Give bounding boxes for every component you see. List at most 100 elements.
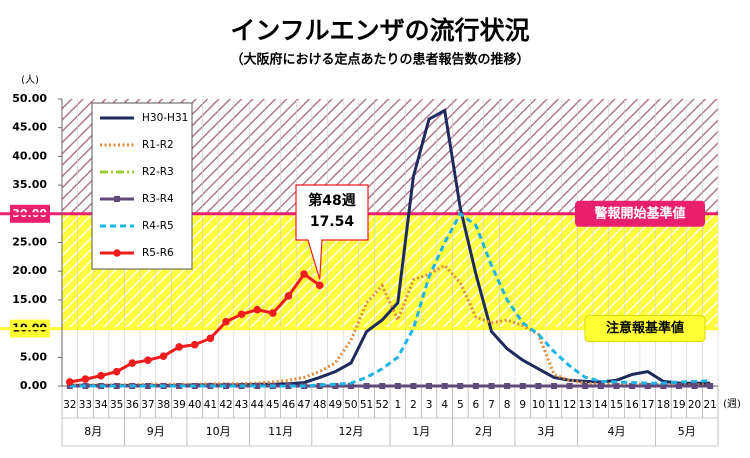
x-tick-label: 4 bbox=[441, 399, 448, 411]
month-label: 8月 bbox=[84, 425, 102, 438]
x-tick-label: 42 bbox=[219, 399, 232, 411]
marker bbox=[253, 305, 262, 314]
marker bbox=[566, 383, 573, 389]
x-tick-label: 13 bbox=[579, 399, 592, 411]
marker bbox=[691, 383, 698, 389]
y-tick-label: 50.00 bbox=[12, 92, 47, 105]
threshold-label: 警報開始基準値 bbox=[594, 205, 685, 221]
marker bbox=[269, 309, 277, 317]
marker bbox=[97, 371, 105, 380]
month-label: 1月 bbox=[412, 425, 430, 438]
x-tick-label: 52 bbox=[376, 399, 389, 411]
month-label: 5月 bbox=[678, 425, 696, 438]
month-label: 10月 bbox=[206, 425, 231, 438]
month-label: 9月 bbox=[147, 425, 165, 438]
marker bbox=[582, 383, 589, 389]
x-tick-label: 38 bbox=[157, 399, 170, 411]
marker bbox=[332, 383, 339, 389]
callout bbox=[295, 184, 369, 280]
x-tick-label: 40 bbox=[188, 399, 201, 411]
x-tick-label: 20 bbox=[688, 399, 701, 411]
marker bbox=[363, 383, 370, 389]
marker bbox=[128, 359, 137, 367]
marker bbox=[316, 383, 323, 389]
x-tick-label: 35 bbox=[110, 399, 123, 411]
y-tick-label: 35.00 bbox=[12, 178, 47, 191]
marker bbox=[237, 310, 246, 319]
y-tick-label: 15.00 bbox=[12, 293, 47, 306]
marker bbox=[660, 383, 667, 389]
callout-text: 第48週 bbox=[308, 192, 355, 209]
y-tick-label: 40.00 bbox=[12, 149, 47, 162]
marker bbox=[457, 383, 464, 389]
marker bbox=[488, 383, 495, 389]
x-tick-label: 6 bbox=[473, 399, 480, 411]
month-label: 4月 bbox=[607, 425, 625, 438]
y-tick-label: 45.00 bbox=[12, 121, 47, 134]
marker bbox=[285, 383, 292, 389]
legend-label: R5-R6 bbox=[142, 247, 174, 259]
y-tick-label: 5.00 bbox=[20, 350, 47, 363]
threshold-label: 注意報基準値 bbox=[606, 320, 684, 336]
marker bbox=[472, 383, 479, 389]
marker bbox=[315, 281, 324, 290]
marker bbox=[112, 367, 121, 376]
x-tick-label: 17 bbox=[641, 399, 654, 411]
x-tick-label: 7 bbox=[488, 399, 495, 411]
marker bbox=[144, 383, 151, 389]
x-tick-label: 39 bbox=[172, 399, 185, 411]
chart-title: インフルエンザの流行状況 bbox=[230, 16, 529, 45]
x-tick-label: 8 bbox=[504, 399, 511, 411]
callout-text: 17.54 bbox=[310, 214, 355, 230]
marker bbox=[410, 383, 417, 389]
marker bbox=[159, 352, 168, 360]
marker bbox=[426, 383, 433, 389]
marker bbox=[175, 343, 183, 351]
marker bbox=[613, 383, 620, 389]
x-tick-label: 33 bbox=[79, 399, 92, 411]
marker bbox=[707, 383, 714, 389]
x-tick-label: 50 bbox=[344, 399, 357, 411]
month-label: 2月 bbox=[475, 425, 493, 438]
month-label: 12月 bbox=[338, 425, 363, 438]
marker bbox=[551, 383, 557, 389]
x-tick-label: 34 bbox=[94, 399, 108, 411]
x-tick-label: 11 bbox=[547, 399, 560, 411]
marker bbox=[113, 383, 120, 389]
y-unit: (人) bbox=[21, 74, 39, 86]
legend-marker bbox=[113, 249, 121, 257]
marker bbox=[597, 383, 604, 389]
x-tick-label: 32 bbox=[63, 399, 76, 411]
marker bbox=[629, 383, 636, 389]
threshold-label-box bbox=[575, 200, 705, 227]
x-tick-label: 21 bbox=[704, 399, 717, 411]
legend-box bbox=[91, 102, 193, 270]
marker bbox=[284, 292, 293, 300]
x-tick-label: 16 bbox=[625, 399, 639, 411]
x-tick-label: 48 bbox=[313, 399, 326, 411]
x-tick-label: 36 bbox=[126, 399, 140, 411]
marker bbox=[144, 356, 152, 364]
legend-label: R2-R3 bbox=[142, 166, 174, 178]
marker bbox=[206, 334, 215, 343]
x-tick-label: 12 bbox=[563, 399, 576, 411]
x-tick-label: 19 bbox=[672, 399, 685, 411]
x-tick-label: 46 bbox=[282, 399, 296, 411]
series-line bbox=[69, 211, 711, 388]
y-tick-label: 20.00 bbox=[12, 264, 47, 277]
x-tick-label: 47 bbox=[297, 399, 310, 411]
marker bbox=[176, 383, 183, 389]
month-label: 11月 bbox=[268, 425, 293, 438]
marker bbox=[519, 383, 526, 389]
legend-label: R4-R5 bbox=[142, 220, 174, 232]
marker bbox=[81, 375, 90, 383]
x-tick-label: 2 bbox=[410, 399, 417, 411]
y-tick-label: 0.00 bbox=[20, 379, 47, 392]
legend-label: R3-R4 bbox=[142, 193, 174, 205]
month-label: 3月 bbox=[537, 425, 555, 438]
x-tick-label: 43 bbox=[235, 399, 248, 411]
x-tick-label: 1 bbox=[394, 399, 401, 411]
marker bbox=[347, 383, 354, 389]
x-tick-label: 18 bbox=[657, 399, 670, 411]
